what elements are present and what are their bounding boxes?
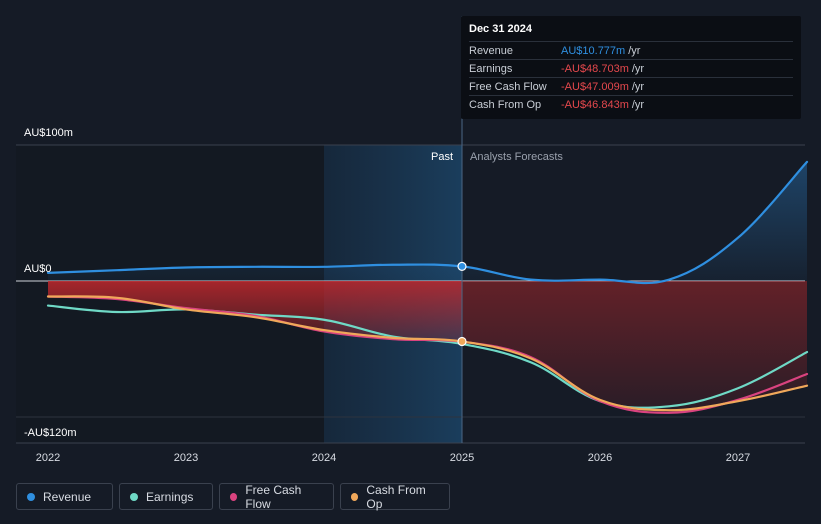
- tooltip-value: AU$10.777m: [561, 44, 626, 57]
- tooltip-label: Revenue: [469, 44, 514, 57]
- y-tick-label: AU$100m: [24, 127, 73, 139]
- series-line-revenue: [46, 160, 809, 285]
- tooltip-unit: /yr: [631, 98, 645, 111]
- legend-item-earnings[interactable]: Earnings: [119, 483, 213, 510]
- negative-area-forecast: [462, 281, 807, 411]
- tooltip-unit: /yr: [631, 80, 645, 93]
- tooltip-label: Free Cash Flow: [469, 80, 547, 93]
- tooltip-row-cash-from-op: Cash From Op -AU$46.843m /yr: [469, 95, 793, 113]
- legend-label: Earnings: [146, 489, 194, 504]
- series-lines: [46, 160, 809, 414]
- negative-area-past: [48, 281, 462, 342]
- data-tooltip: Dec 31 2024 Revenue AU$10.777m /yr Earni…: [461, 16, 801, 119]
- tooltip-label: Earnings: [469, 62, 513, 75]
- tooltip-unit: /yr: [628, 44, 641, 57]
- tooltip-value: -AU$46.843m: [561, 98, 629, 111]
- x-tick-label: 2027: [726, 452, 750, 464]
- legend-label: Cash From Op: [366, 482, 426, 511]
- legend-dot-icon: [130, 492, 138, 501]
- marker-cash-from-op: [457, 336, 467, 347]
- marker-revenue: [457, 261, 467, 271]
- tooltip-row-revenue: Revenue AU$10.777m /yr: [469, 41, 793, 59]
- legend-dot-icon: [230, 492, 238, 501]
- y-axis-labels: AU$100m AU$0 -AU$120m: [24, 127, 77, 439]
- tooltip-value: -AU$47.009m: [561, 80, 629, 93]
- x-tick-label: 2026: [588, 452, 612, 464]
- legend-label: Free Cash Flow: [245, 482, 302, 511]
- legend-item-revenue[interactable]: Revenue: [16, 483, 113, 510]
- tooltip-row-earnings: Earnings -AU$48.703m /yr: [469, 59, 793, 77]
- legend-dot-icon: [351, 492, 359, 501]
- tooltip-label: Cash From Op: [469, 98, 542, 111]
- series-line-cash-from-op: [46, 295, 809, 412]
- tooltip-date: Dec 31 2024: [469, 23, 532, 35]
- x-tick-label: 2022: [36, 452, 60, 464]
- chart-legend: Revenue Earnings Free Cash Flow Cash Fro…: [16, 482, 450, 511]
- tooltip-unit: /yr: [631, 62, 645, 75]
- x-tick-label: 2023: [174, 452, 198, 464]
- y-tick-label: AU$0: [24, 263, 52, 275]
- legend-dot-icon: [27, 492, 35, 501]
- tooltip-value: -AU$48.703m: [561, 62, 629, 75]
- x-axis-labels: 2022 2023 2024 2025 2026 2027: [36, 452, 750, 464]
- tooltip-row-free-cash-flow: Free Cash Flow -AU$47.009m /yr: [469, 77, 793, 95]
- y-tick-label: -AU$120m: [24, 427, 77, 439]
- tooltip-markers: [457, 261, 467, 347]
- past-label: Past: [431, 151, 453, 163]
- legend-item-cash-from-op[interactable]: Cash From Op: [340, 482, 450, 511]
- forecast-label: Analysts Forecasts: [470, 151, 563, 163]
- x-tick-label: 2025: [450, 452, 474, 464]
- x-tick-label: 2024: [312, 452, 336, 464]
- legend-label: Revenue: [43, 489, 92, 504]
- legend-item-free-cash-flow[interactable]: Free Cash Flow: [219, 482, 334, 511]
